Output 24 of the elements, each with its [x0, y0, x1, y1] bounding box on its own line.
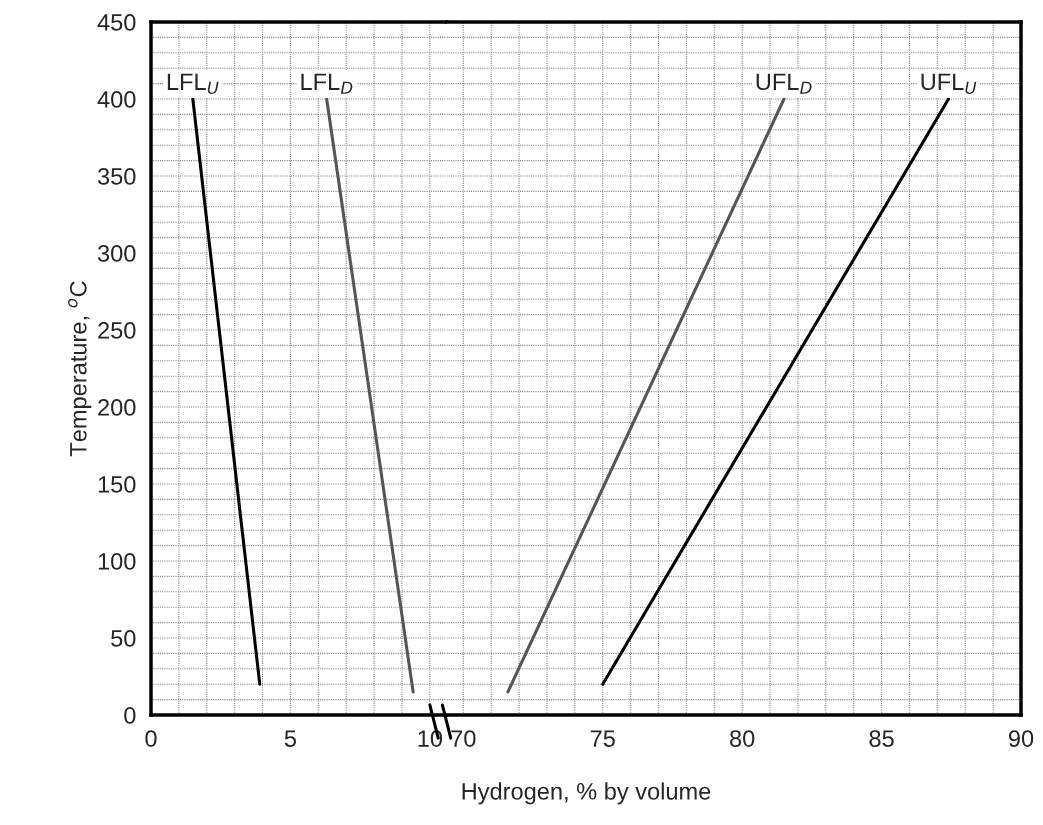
y-tick-label: 0 — [124, 707, 136, 724]
y-axis-title: Temperature, $^{o}$C — [68, 281, 92, 457]
x-tick-label: 80 — [730, 730, 755, 747]
y-tick-label: 50 — [111, 630, 136, 647]
series-label: LFL$_{U}$ — [167, 73, 219, 94]
y-tick-label: 150 — [98, 476, 136, 493]
y-tick-label: 100 — [98, 553, 136, 570]
x-tick-label: 5 — [284, 730, 296, 747]
y-tick-label: 400 — [97, 91, 136, 108]
y-tick-label: 450 — [97, 14, 136, 31]
series-label: UFL$_{D}$ — [756, 73, 812, 94]
x-tick-label: 70 — [451, 730, 476, 747]
series-label: LFL$_{D}$ — [301, 73, 353, 94]
x-axis-title: Hydrogen, % by volume — [462, 782, 711, 805]
y-tick-label: 250 — [98, 322, 136, 339]
series-label: UFL$_{U}$ — [921, 73, 977, 94]
y-tick-label: 350 — [97, 168, 136, 185]
y-tick-label: 200 — [98, 399, 136, 416]
x-tick-label: 10 — [418, 730, 443, 747]
x-tick-label: 85 — [869, 730, 894, 747]
x-tick-label: 75 — [590, 730, 615, 747]
y-tick-label: 300 — [97, 245, 136, 262]
x-tick-label: 90 — [1008, 730, 1034, 747]
x-tick-label: 0 — [145, 730, 157, 747]
